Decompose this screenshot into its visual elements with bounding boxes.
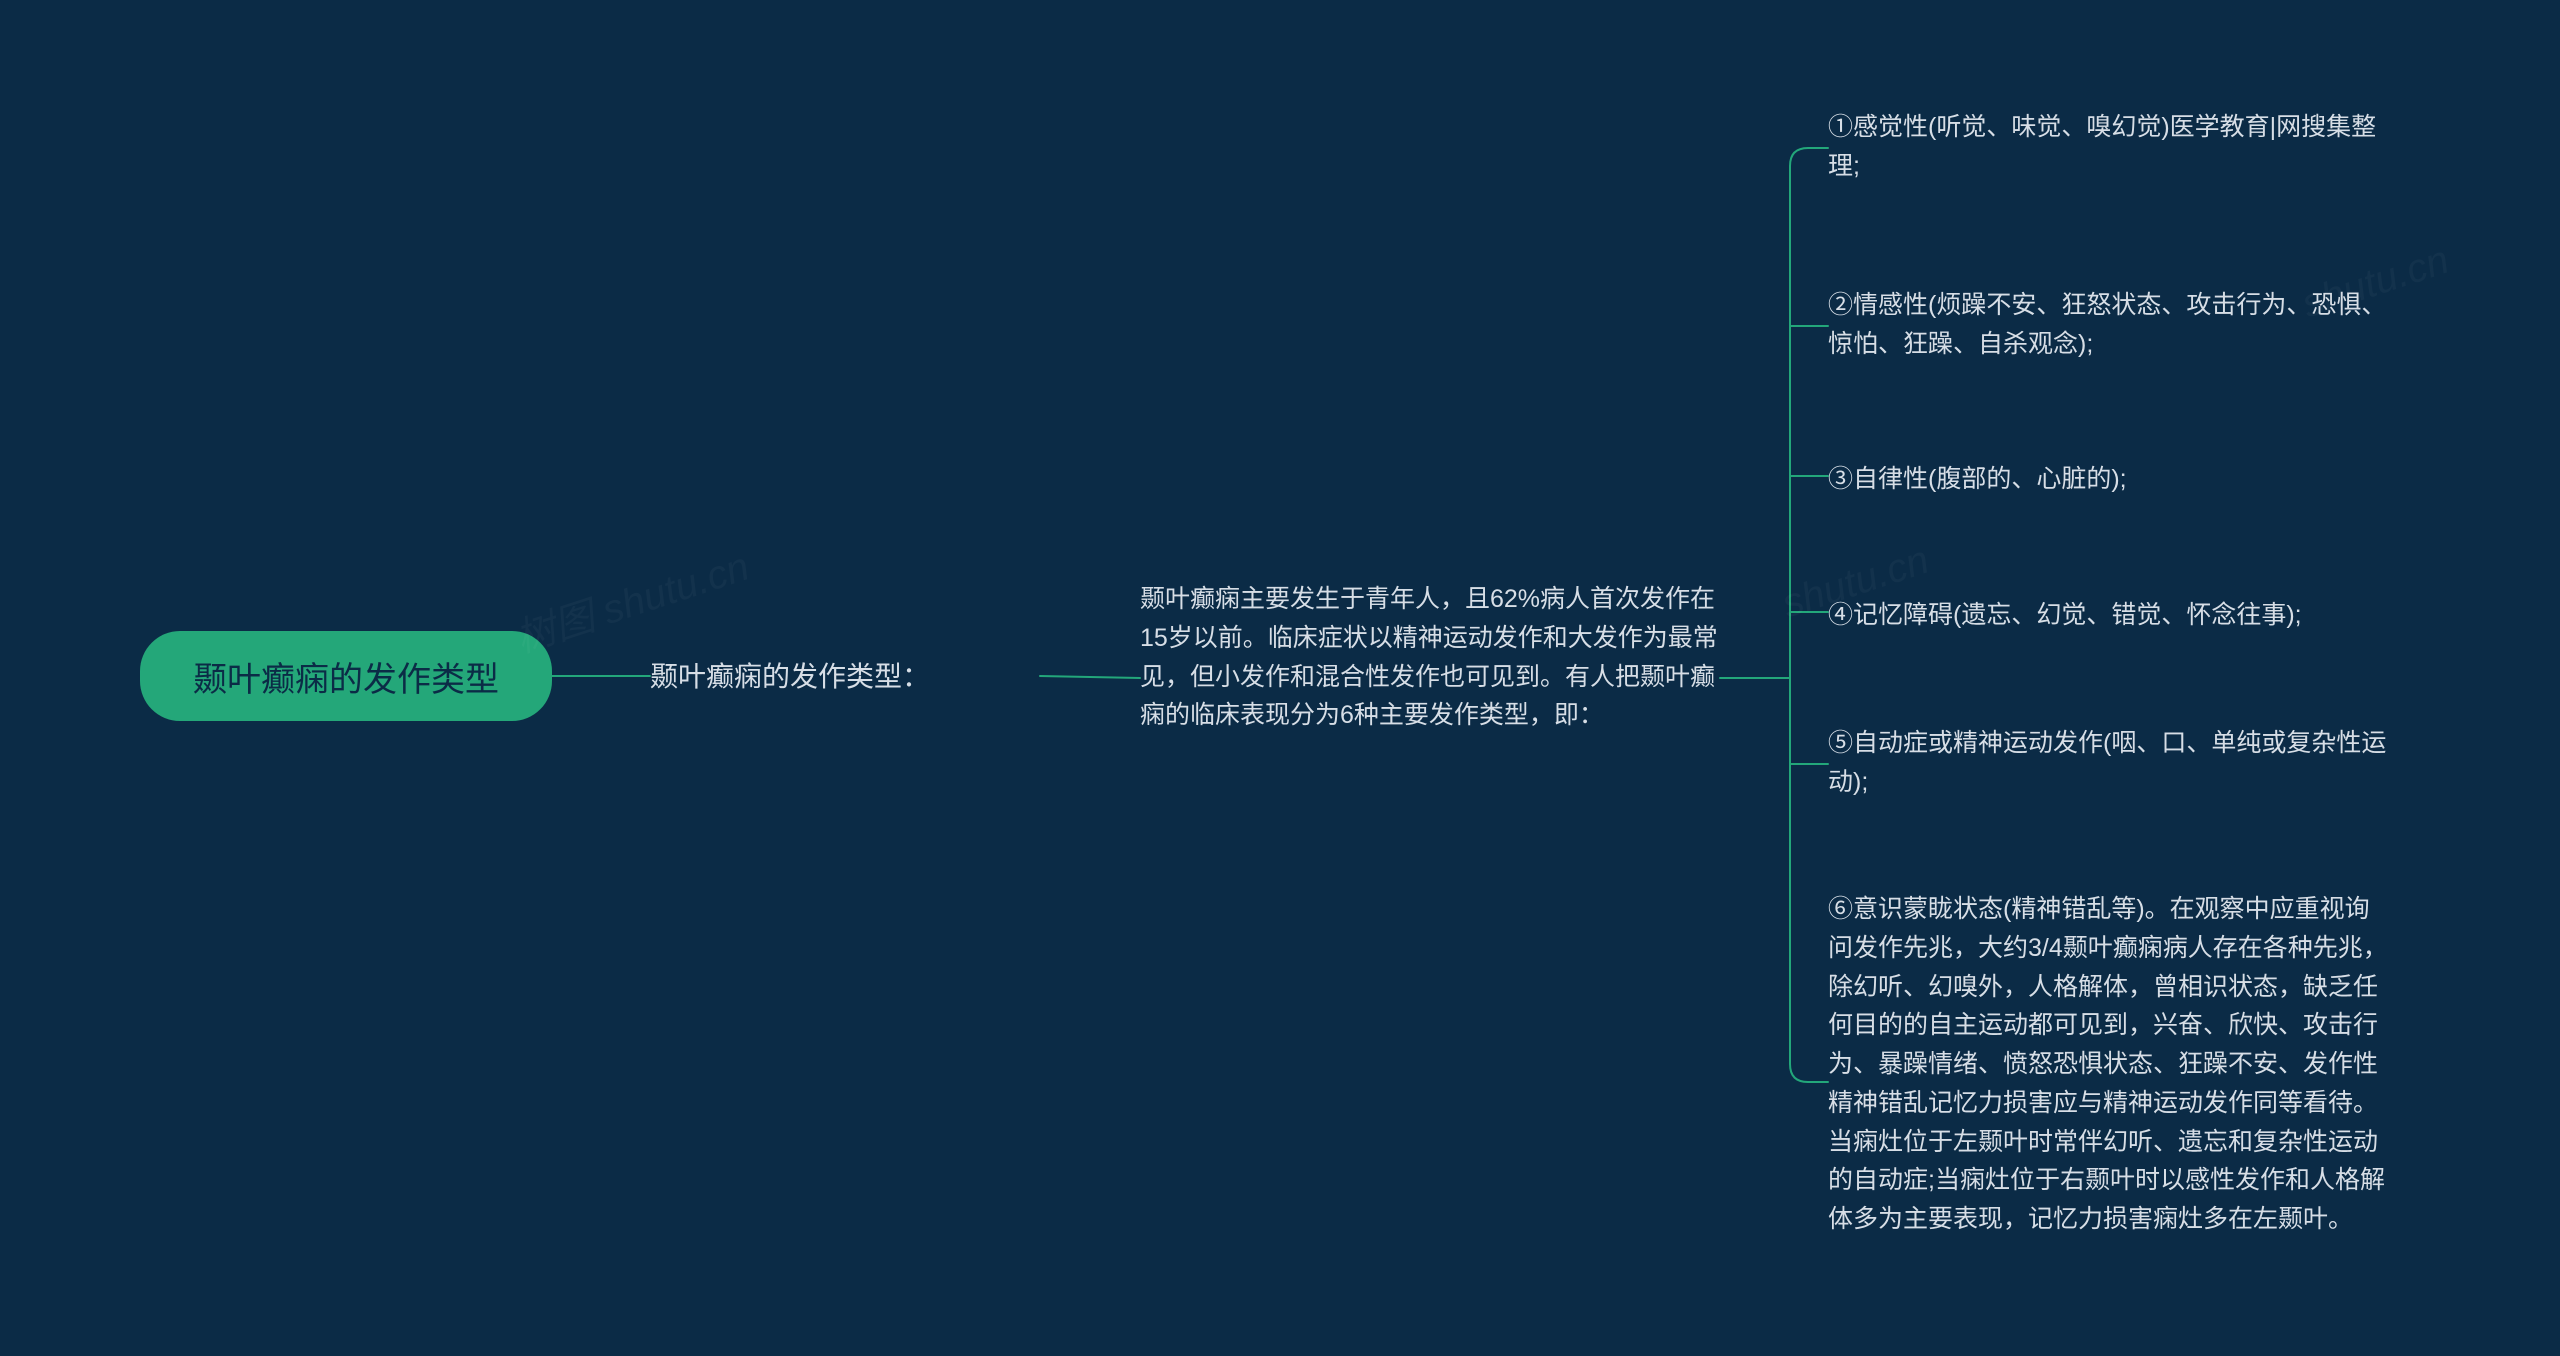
root-node-label: 颞叶癫痫的发作类型 [193,652,499,701]
leaf-node-4[interactable]: ④记忆障碍(遗忘、幻觉、错觉、怀念往事); [1828,596,2388,635]
leaf-node-5[interactable]: ⑤自动症或精神运动发作(咽、口、单纯或复杂性运动); [1828,724,2388,802]
leaf-label-2: ②情感性(烦躁不安、狂怒状态、攻击行为、恐惧、惊怕、狂躁、自杀观念); [1828,291,2386,358]
root-node[interactable]: 颞叶癫痫的发作类型 [140,631,552,721]
leaf-label-6: ⑥意识蒙眬状态(精神错乱等)。在观察中应重视询问发作先兆，大约3/4颞叶癫痫病人… [1828,895,2388,1233]
leaf-node-6[interactable]: ⑥意识蒙眬状态(精神错乱等)。在观察中应重视询问发作先兆，大约3/4颞叶癫痫病人… [1828,890,2388,1239]
level1-node[interactable]: 颞叶癫痫的发作类型： [650,655,1050,698]
level2-node[interactable]: 颞叶癫痫主要发生于青年人，且62%病人首次发作在15岁以前。临床症状以精神运动发… [1140,580,1720,735]
leaf-label-1: ①感觉性(听觉、味觉、嗅幻觉)医学教育|网搜集整理; [1828,113,2376,180]
level1-label: 颞叶癫痫的发作类型： [650,661,930,692]
leaf-node-1[interactable]: ①感觉性(听觉、味觉、嗅幻觉)医学教育|网搜集整理; [1828,108,2388,186]
mindmap-canvas: 颞叶癫痫的发作类型 颞叶癫痫的发作类型： 颞叶癫痫主要发生于青年人，且62%病人… [0,0,2560,1356]
level2-label: 颞叶癫痫主要发生于青年人，且62%病人首次发作在15岁以前。临床症状以精神运动发… [1140,585,1718,729]
watermark-1: 树图 shutu.cn [507,534,755,664]
leaf-node-2[interactable]: ②情感性(烦躁不安、狂怒状态、攻击行为、恐惧、惊怕、狂躁、自杀观念); [1828,286,2388,364]
leaf-label-3: ③自律性(腹部的、心脏的); [1828,465,2127,493]
leaf-label-4: ④记忆障碍(遗忘、幻觉、错觉、怀念往事); [1828,601,2302,629]
leaf-node-3[interactable]: ③自律性(腹部的、心脏的); [1828,460,2388,499]
leaf-label-5: ⑤自动症或精神运动发作(咽、口、单纯或复杂性运动); [1828,729,2386,796]
